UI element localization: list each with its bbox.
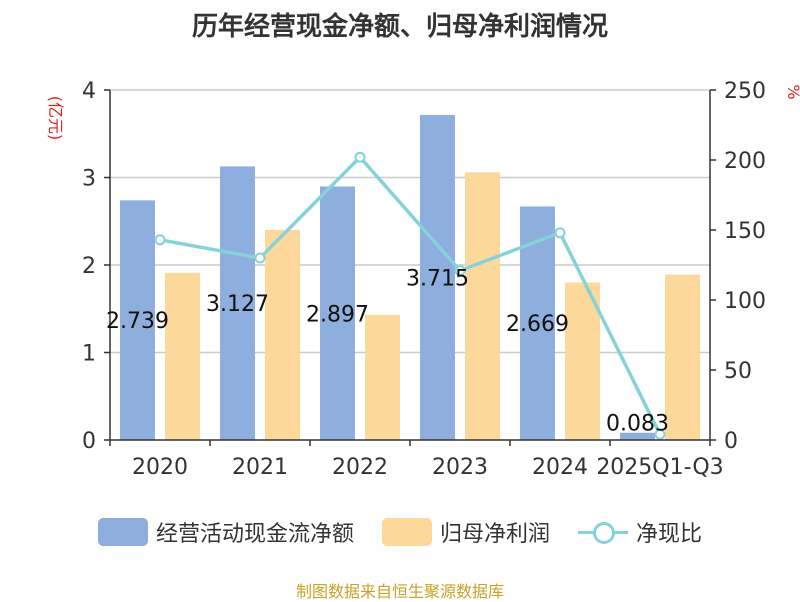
bar-cash-flow[interactable] — [220, 166, 255, 440]
y-right-tick-label: 0 — [724, 429, 738, 454]
legend: 经营活动现金流净额 归母净利润 净现比 — [0, 516, 800, 548]
y-left-tick-label: 2 — [82, 254, 96, 279]
point-ratio[interactable] — [454, 265, 466, 277]
bar-net-profit[interactable] — [165, 272, 200, 440]
bar-net-profit[interactable] — [265, 230, 300, 440]
legend-label-cash-flow: 经营活动现金流净额 — [155, 522, 354, 547]
y-right-tick-label: 150 — [724, 219, 766, 244]
y-right-axis-label: % — [784, 84, 800, 99]
y-left-tick-label: 3 — [82, 167, 96, 192]
legend-swatch-net-profit — [381, 518, 432, 546]
data-label-cash-flow: 3.127 — [206, 292, 269, 317]
y-right-tick-label: 250 — [724, 79, 766, 104]
data-label-cash-flow: 2.739 — [106, 309, 169, 334]
y-right-tick-label: 50 — [724, 359, 752, 384]
y-left-tick-label: 1 — [82, 342, 96, 367]
data-label-cash-flow: 2.669 — [506, 312, 569, 337]
y-left-tick-label: 0 — [82, 429, 96, 454]
x-tick-label: 2022 — [332, 455, 388, 480]
point-ratio[interactable] — [554, 227, 566, 239]
y-left-axis-label: (亿元) — [46, 96, 65, 141]
point-ratio[interactable] — [254, 252, 266, 264]
point-ratio[interactable] — [354, 151, 366, 163]
bar-net-profit[interactable] — [365, 314, 400, 440]
chart-title: 历年经营现金净额、归母净利润情况 — [191, 12, 608, 42]
y-left-tick-label: 4 — [82, 79, 96, 104]
line-ratio — [159, 154, 662, 436]
data-label-cash-flow: 2.897 — [306, 302, 369, 327]
x-tick-label: 2021 — [232, 455, 288, 480]
point-ratio[interactable] — [654, 428, 666, 440]
legend-item-ratio[interactable]: 净现比 — [578, 516, 702, 548]
data-label-cash-flow: 0.083 — [606, 412, 669, 437]
x-tick-label: 2023 — [432, 455, 488, 480]
legend-item-net-profit[interactable]: 归母净利润 — [381, 516, 550, 548]
legend-swatch-cash-flow — [97, 518, 148, 546]
source-note: 制图数据来自恒生聚源数据库 — [295, 582, 504, 601]
bar-cash-flow[interactable] — [420, 114, 455, 440]
bar-net-profit[interactable] — [565, 282, 600, 441]
y-right-tick-label: 200 — [724, 149, 766, 174]
legend-item-cash-flow[interactable]: 经营活动现金流净额 — [97, 516, 354, 548]
x-tick-label: 2025Q1-Q3 — [596, 455, 723, 480]
bar-cash-flow[interactable] — [320, 186, 355, 440]
legend-swatch-ratio — [578, 518, 628, 546]
bar-net-profit[interactable] — [665, 274, 700, 440]
x-tick-label: 2024 — [532, 455, 588, 480]
bar-cash-flow[interactable] — [620, 432, 655, 440]
data-label-cash-flow: 3.715 — [406, 266, 469, 291]
bar-cash-flow[interactable] — [120, 200, 155, 440]
legend-label-ratio: 净现比 — [636, 522, 703, 547]
legend-label-net-profit: 归母净利润 — [439, 522, 550, 547]
y-right-tick-label: 100 — [724, 289, 766, 314]
x-tick-label: 2020 — [132, 455, 188, 480]
point-ratio[interactable] — [154, 234, 166, 246]
bar-net-profit[interactable] — [465, 172, 500, 440]
